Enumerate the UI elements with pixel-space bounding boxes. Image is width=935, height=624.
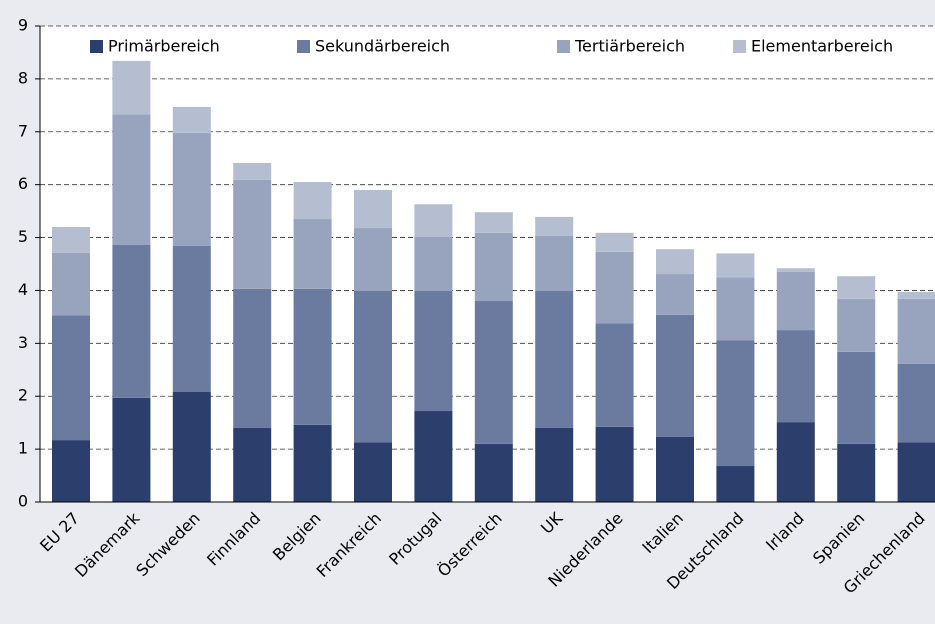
bar-segment — [233, 179, 272, 289]
bar-segment — [112, 397, 151, 502]
bar-segment — [656, 249, 694, 275]
bar-segment — [112, 60, 151, 115]
bar-segment — [172, 106, 211, 133]
y-tick-label: 6 — [18, 174, 28, 193]
y-tick-label: 9 — [18, 16, 28, 35]
bar-segment — [897, 442, 935, 502]
bar-segment — [535, 235, 574, 291]
bar-segment — [474, 232, 513, 302]
legend-swatch — [733, 40, 746, 53]
legend-swatch — [90, 40, 103, 53]
bar-segment — [776, 271, 815, 331]
bar-segment — [233, 427, 272, 502]
bar-segment — [716, 253, 755, 278]
bar-segment — [52, 440, 90, 502]
bar-segment — [414, 411, 453, 502]
bar-segment — [414, 204, 453, 238]
bar-segment — [52, 315, 90, 441]
legend-label: Sekundärbereich — [315, 37, 450, 56]
bar-segment — [595, 426, 634, 502]
bar-segment — [293, 219, 332, 289]
bar-segment — [595, 232, 634, 252]
bar-segment — [414, 290, 453, 412]
bar-segment — [897, 292, 935, 299]
bar-segment — [354, 228, 392, 291]
bar-segment — [837, 351, 876, 444]
bar-segment — [354, 290, 392, 443]
bar-segment — [656, 436, 694, 502]
y-tick-label: 1 — [18, 439, 28, 458]
bar-segment — [112, 244, 151, 398]
legend-label: Primärbereich — [108, 37, 220, 56]
bar-segment — [293, 288, 332, 425]
bar-segment — [776, 268, 815, 272]
bar-segment — [474, 301, 513, 444]
bar-segment — [656, 274, 694, 315]
legend-swatch — [557, 40, 570, 53]
y-tick-label: 2 — [18, 386, 28, 405]
bar-segment — [716, 466, 755, 502]
bar-segment — [172, 132, 211, 247]
bar-segment — [474, 212, 513, 233]
bar-segment — [172, 246, 211, 392]
bar-segment — [837, 298, 876, 352]
bar-segment — [354, 442, 392, 502]
legend-swatch — [297, 40, 310, 53]
legend-label: Tertiärbereich — [574, 37, 685, 56]
bar-segment — [595, 251, 634, 324]
bar-segment — [414, 237, 453, 291]
bar-segment — [52, 252, 90, 316]
bar-segment — [354, 189, 392, 229]
bar-segment — [535, 216, 574, 236]
bar-segment — [52, 226, 90, 253]
bar-segment — [293, 182, 332, 220]
bar-segment — [112, 114, 151, 245]
bar-segment — [897, 298, 935, 364]
y-tick-label: 7 — [18, 121, 28, 140]
bar-segment — [474, 443, 513, 502]
bar-segment — [656, 314, 694, 437]
bar-segment — [595, 323, 634, 427]
bar-segment — [776, 422, 815, 502]
y-tick-label: 3 — [18, 333, 28, 352]
bar-segment — [837, 443, 876, 502]
y-tick-label: 5 — [18, 227, 28, 246]
bar-segment — [172, 391, 211, 502]
bar-segment — [716, 277, 755, 341]
bar-segment — [837, 276, 876, 299]
bar-segment — [535, 427, 574, 502]
bar-segment — [233, 288, 272, 428]
bar-segment — [293, 424, 332, 502]
y-tick-label: 8 — [18, 68, 28, 87]
bar-segment — [233, 162, 272, 180]
y-tick-label: 4 — [18, 280, 28, 299]
bar-segment — [716, 340, 755, 467]
bar-segment — [776, 330, 815, 423]
legend-label: Elementarbereich — [751, 37, 893, 56]
y-tick-label: 0 — [18, 492, 28, 511]
bar-segment — [897, 363, 935, 443]
bar-segment — [535, 290, 574, 428]
